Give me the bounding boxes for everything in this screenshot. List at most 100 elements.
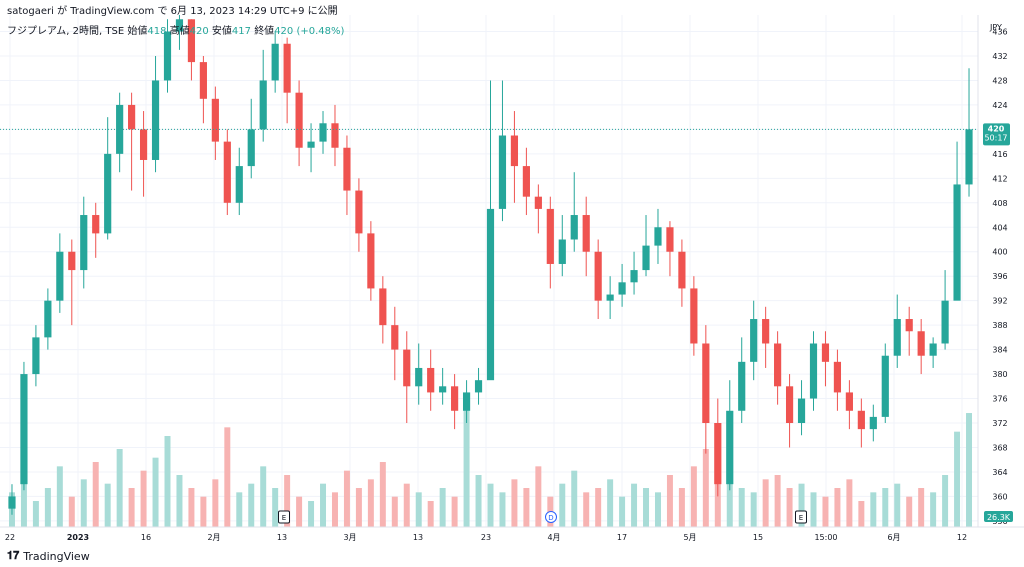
candle-body: [666, 227, 674, 252]
candle-body: [367, 233, 375, 289]
volume-bar: [427, 501, 434, 527]
time-axis[interactable]: 22 2023 16 2月 13 3月 13 23 4月 17 5月 15 15:00 6月 12: [5, 533, 967, 542]
volume-bar: [643, 488, 650, 527]
price-axis[interactable]: 4364324284244204164124084044003963923883…: [992, 28, 1007, 526]
volume-bar: [56, 466, 63, 527]
volume-bar: [607, 479, 614, 527]
candle-body: [283, 43, 291, 93]
candle-body: [235, 166, 243, 203]
candle-body: [259, 80, 267, 130]
y-tick-label: 368: [992, 443, 1007, 452]
candle-body: [738, 361, 746, 411]
volume-bar: [164, 436, 171, 527]
candle-body: [809, 343, 818, 399]
volume-bar: [511, 479, 518, 527]
candle-body: [439, 386, 447, 393]
candle-body: [881, 355, 889, 417]
volume-bar: [44, 488, 51, 527]
candle-body: [797, 398, 806, 424]
candle-body: [857, 410, 865, 430]
bar-countdown: 50:17: [984, 133, 1007, 142]
candle-body: [845, 392, 853, 411]
volume-bar: [918, 488, 925, 527]
candle-body: [606, 294, 614, 301]
volume-bar: [487, 483, 494, 527]
candle-body: [32, 337, 40, 375]
x-tick-label: 16: [141, 533, 151, 542]
candle-body: [702, 343, 710, 424]
candle-body: [68, 251, 76, 271]
candle-body: [44, 300, 52, 338]
x-tick-label: 15: [753, 533, 763, 542]
candle-body: [175, 19, 184, 32]
volume-bar: [499, 492, 506, 527]
volume-bar: [559, 483, 566, 527]
y-tick-label: 404: [992, 223, 1007, 232]
y-tick-label: 364: [992, 468, 1007, 477]
volume-bar: [284, 475, 291, 527]
candle-body: [139, 129, 148, 160]
volume-bar: [439, 488, 446, 527]
volume-badge: 26.3K: [984, 511, 1013, 522]
high-value: 420: [189, 26, 209, 37]
low-value: 417: [231, 26, 251, 37]
candle-body: [116, 104, 124, 154]
volume-bar: [774, 475, 781, 527]
candle-body: [92, 215, 100, 234]
y-tick-label: 424: [992, 101, 1007, 110]
volume-bar: [942, 475, 949, 527]
candle-body: [128, 104, 136, 130]
volume-bar: [343, 470, 350, 527]
volume-bar: [80, 479, 87, 527]
y-tick-label: 376: [992, 395, 1007, 404]
x-tick-label: 13: [277, 533, 287, 542]
close-value: 420: [274, 26, 294, 37]
candle-body: [869, 416, 877, 430]
candle-body: [893, 319, 901, 356]
candle-body: [618, 282, 626, 295]
candle-body: [211, 98, 219, 142]
candle-body: [594, 251, 602, 301]
candle-body: [905, 319, 913, 332]
tradingview-brand[interactable]: 𝟏𝟕 TradingView: [7, 549, 90, 563]
change-value: (+0.48%): [296, 26, 345, 37]
open-label: 始値: [127, 26, 148, 37]
candle-body: [833, 361, 842, 393]
candle-body: [56, 251, 64, 301]
candle-body: [522, 166, 530, 197]
volume-bar: [702, 449, 709, 527]
x-tick-label: 2023: [67, 533, 89, 542]
volume-bar: [954, 431, 961, 527]
volume-bar: [678, 488, 685, 527]
volume-bar: [894, 483, 901, 527]
volume-bar: [666, 475, 673, 527]
volume-value: 26.3K: [987, 513, 1011, 522]
symbol-name[interactable]: フジプレアム, 2時間, TSE: [7, 26, 125, 37]
volume-bar: [224, 427, 231, 527]
volume-bar: [966, 413, 973, 527]
candle-body: [379, 288, 387, 326]
candle-body: [163, 31, 172, 81]
candle-body: [427, 367, 435, 393]
volume-bar: [846, 479, 853, 527]
candle-body: [486, 208, 495, 381]
candle-body: [582, 215, 590, 252]
candle-body: [642, 245, 650, 271]
candle-body: [750, 319, 758, 362]
candle-body: [295, 92, 303, 148]
volume-bar: [415, 492, 422, 527]
candle-body: [474, 380, 483, 393]
candle-body: [403, 349, 411, 387]
candle-body: [953, 184, 961, 301]
open-value: 418: [147, 26, 167, 37]
x-tick-label: 3月: [343, 533, 356, 542]
volume-bar: [379, 462, 386, 527]
volume-bar: [750, 492, 757, 527]
candle-body: [319, 123, 327, 142]
volume-bar: [882, 488, 889, 527]
volume-bar: [140, 470, 147, 527]
candle-body: [343, 147, 351, 191]
candle-body: [151, 80, 160, 160]
